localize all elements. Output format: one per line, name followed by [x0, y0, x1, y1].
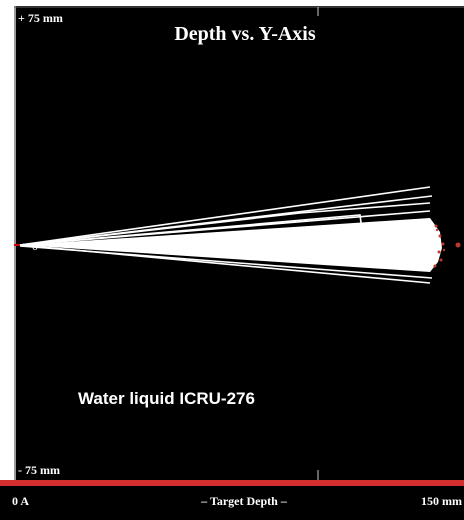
x-end-label: 150 mm [421, 494, 462, 508]
ion-cloud [20, 218, 442, 272]
ion-dot [438, 234, 442, 238]
ion-dot [435, 228, 439, 232]
ion-dot [437, 250, 441, 254]
trajectory [19, 202, 431, 246]
stopped-ions [433, 224, 461, 268]
axis-bar [0, 480, 464, 486]
ion-dot [441, 242, 445, 246]
x-start-label: 0 A [12, 494, 29, 508]
trajectory [19, 186, 431, 246]
ion-dot [442, 248, 446, 252]
x-center-label: – Target Depth – [200, 494, 288, 508]
ion-trajectories [19, 186, 433, 284]
ion-dot [439, 258, 443, 262]
trajectory [19, 245, 433, 279]
ion-dot [455, 242, 461, 248]
y-bottom-label: - 75 mm [18, 463, 60, 477]
plot-title: Depth vs. Y-Axis [174, 23, 316, 45]
footer [0, 486, 464, 520]
ion-dot [434, 224, 438, 228]
y-top-label: + 75 mm [18, 11, 63, 25]
ion-dot [433, 264, 437, 268]
target-label: Water liquid ICRU-276 [78, 389, 255, 408]
origin-label: 0 [32, 239, 38, 253]
